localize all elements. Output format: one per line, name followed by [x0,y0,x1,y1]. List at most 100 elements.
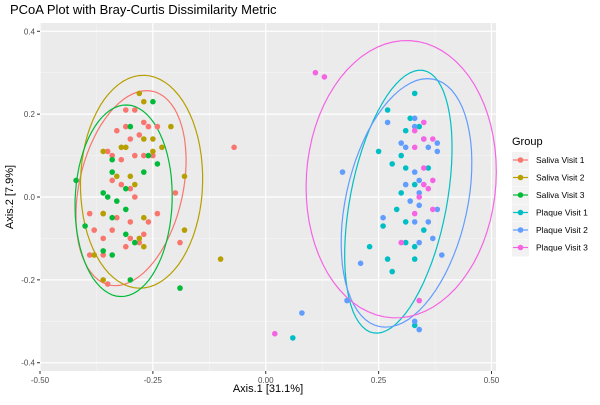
data-point-saliva-visit-1 [109,227,115,233]
data-point-saliva-visit-1 [86,252,93,258]
data-point-plaque-visit-3 [272,330,278,337]
legend-key-point-saliva-visit-1 [517,157,524,163]
data-point-plaque-visit-1 [398,152,405,159]
data-point-saliva-visit-3 [109,169,115,175]
x-tick-label: 0.25 [371,376,387,385]
data-point-saliva-visit-3 [123,185,129,192]
data-point-saliva-visit-1 [100,235,106,242]
legend-label-saliva-visit-2: Saliva Visit 2 [536,173,585,183]
data-point-saliva-visit-3 [123,206,129,213]
y-tick-label: 0.0 [24,193,36,202]
data-point-saliva-visit-3 [114,198,120,204]
y-tick-label: -0.4 [21,359,35,368]
data-point-saliva-visit-3 [100,248,106,254]
data-point-plaque-visit-2 [299,310,305,316]
data-point-saliva-visit-1 [118,181,125,188]
legend-key-point-plaque-visit-1 [517,209,524,216]
data-point-saliva-visit-1 [114,127,120,134]
data-point-plaque-visit-1 [425,165,432,171]
data-point-plaque-visit-1 [402,127,409,134]
ellipse-saliva-visit-2 [79,74,204,289]
data-point-plaque-visit-2 [384,119,391,126]
ellipse-plaque-visit-2 [340,77,473,328]
data-point-saliva-visit-2 [136,235,143,242]
data-point-plaque-visit-2 [339,169,346,175]
data-point-saliva-visit-1 [109,152,115,159]
data-point-saliva-visit-3 [154,161,161,167]
data-point-plaque-visit-1 [416,123,423,130]
data-point-plaque-visit-3 [430,177,436,184]
legend-label-saliva-visit-3: Saliva Visit 3 [536,190,585,200]
data-point-plaque-visit-2 [402,144,409,151]
data-point-plaque-visit-2 [411,169,418,175]
data-point-plaque-visit-1 [290,335,296,341]
data-point-plaque-visit-2 [425,219,432,225]
legend-key-point-saliva-visit-3 [517,192,524,198]
data-point-plaque-visit-3 [411,210,418,217]
data-point-saliva-visit-3 [141,169,147,175]
data-point-plaque-visit-3 [321,74,328,80]
data-point-plaque-visit-2 [416,239,423,246]
data-point-saliva-visit-3 [123,231,129,238]
grid-layer [39,23,496,371]
data-point-plaque-visit-2 [434,148,441,155]
data-point-saliva-visit-2 [150,136,156,142]
data-point-saliva-visit-2 [141,214,147,221]
data-point-plaque-visit-3 [430,206,436,213]
data-point-plaque-visit-1 [407,115,414,122]
data-point-plaque-visit-1 [421,227,427,233]
data-point-saliva-visit-1 [123,107,129,113]
legend-label-saliva-visit-1: Saliva Visit 1 [536,155,585,165]
data-point-plaque-visit-2 [398,140,405,146]
data-point-saliva-visit-1 [123,243,129,250]
data-point-saliva-visit-1 [145,123,152,130]
data-point-saliva-visit-1 [231,144,237,151]
data-point-saliva-visit-3 [104,194,111,200]
data-point-saliva-visit-3 [132,239,138,246]
data-point-saliva-visit-2 [136,90,143,97]
point-layer [73,69,445,341]
data-point-plaque-visit-2 [411,219,418,225]
data-point-plaque-visit-1 [411,181,418,188]
data-point-plaque-visit-3 [398,239,405,246]
data-point-plaque-visit-1 [384,256,391,262]
data-point-plaque-visit-1 [389,268,396,275]
ellipse-plaque-visit-3 [305,39,497,319]
data-point-plaque-visit-3 [411,127,418,134]
data-point-plaque-visit-3 [421,119,427,126]
data-point-plaque-visit-1 [411,243,418,250]
data-point-saliva-visit-1 [127,185,134,192]
legend-title: Group [512,136,543,148]
data-point-saliva-visit-3 [150,98,156,105]
x-tick-label: 0.50 [484,376,500,385]
data-point-saliva-visit-1 [118,156,125,163]
x-tick-label: 0.00 [258,376,274,385]
data-point-saliva-visit-1 [109,177,115,184]
data-point-plaque-visit-3 [411,144,418,151]
data-point-saliva-visit-2 [100,210,106,217]
data-point-saliva-visit-1 [91,227,97,233]
data-point-plaque-visit-1 [375,148,382,155]
data-point-saliva-visit-1 [100,252,106,258]
data-point-saliva-visit-1 [132,107,138,113]
data-point-plaque-visit-3 [421,165,427,171]
y-tick-label: 0.4 [24,27,36,36]
data-point-plaque-visit-3 [430,136,436,142]
data-point-saliva-visit-3 [109,214,115,221]
data-point-plaque-visit-2 [434,206,441,213]
data-point-saliva-visit-2 [100,277,106,283]
data-point-plaque-visit-1 [398,190,405,196]
data-point-saliva-visit-2 [141,136,147,142]
data-point-saliva-visit-3 [82,223,88,229]
data-point-saliva-visit-2 [100,148,106,155]
data-point-saliva-visit-2 [127,173,134,180]
data-point-plaque-visit-2 [411,115,418,122]
data-point-saliva-visit-2 [132,181,138,188]
data-point-plaque-visit-1 [411,256,418,262]
data-point-saliva-visit-2 [123,144,129,151]
legend-key-point-plaque-visit-3 [517,244,524,251]
data-point-plaque-visit-2 [380,214,386,221]
data-point-plaque-visit-1 [380,223,386,229]
data-point-plaque-visit-1 [411,90,418,97]
